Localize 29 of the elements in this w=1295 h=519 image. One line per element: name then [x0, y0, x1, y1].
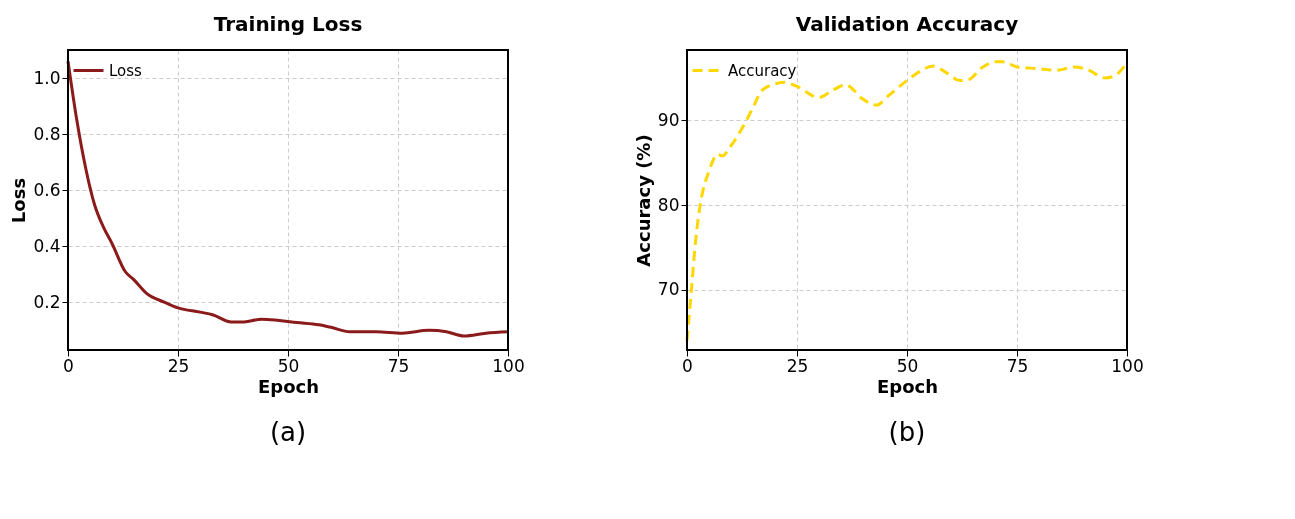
x-tick-label: 50	[896, 355, 919, 376]
y-tick-label: 1.0	[33, 67, 61, 88]
x-tick-label: 100	[492, 355, 525, 376]
y-axis-title: Loss	[8, 177, 30, 224]
y-tick-label: 0.8	[33, 123, 61, 144]
chart-title: Validation Accuracy	[795, 12, 1019, 36]
y-tick-label: 90	[657, 109, 680, 130]
y-tick-label: 70	[657, 279, 680, 300]
y-tick-label: 0.6	[33, 179, 61, 200]
legend-label: Accuracy	[728, 61, 797, 80]
legend-label: Loss	[109, 61, 143, 80]
x-tick-label: 75	[387, 355, 410, 376]
x-tick-label: 75	[1006, 355, 1029, 376]
x-tick-label: 25	[167, 355, 190, 376]
line-series	[66, 59, 510, 338]
y-tick-label: 0.2	[33, 291, 61, 312]
y-tick-label: 0.4	[33, 235, 61, 256]
y-axis-title: Accuracy (%)	[632, 134, 654, 267]
x-tick-label: 25	[786, 355, 809, 376]
text: (b)	[888, 417, 926, 447]
x-axis-title: Epoch	[257, 375, 320, 397]
x-tick-label: 0	[682, 355, 693, 376]
text: (a)	[269, 417, 307, 447]
x-tick-label: 0	[63, 355, 74, 376]
x-axis-title: Epoch	[876, 375, 939, 397]
y-tick-label: 80	[657, 194, 680, 215]
chart-title: Training Loss	[213, 12, 363, 36]
x-tick-label: 100	[1111, 355, 1144, 376]
x-tick-label: 50	[277, 355, 300, 376]
